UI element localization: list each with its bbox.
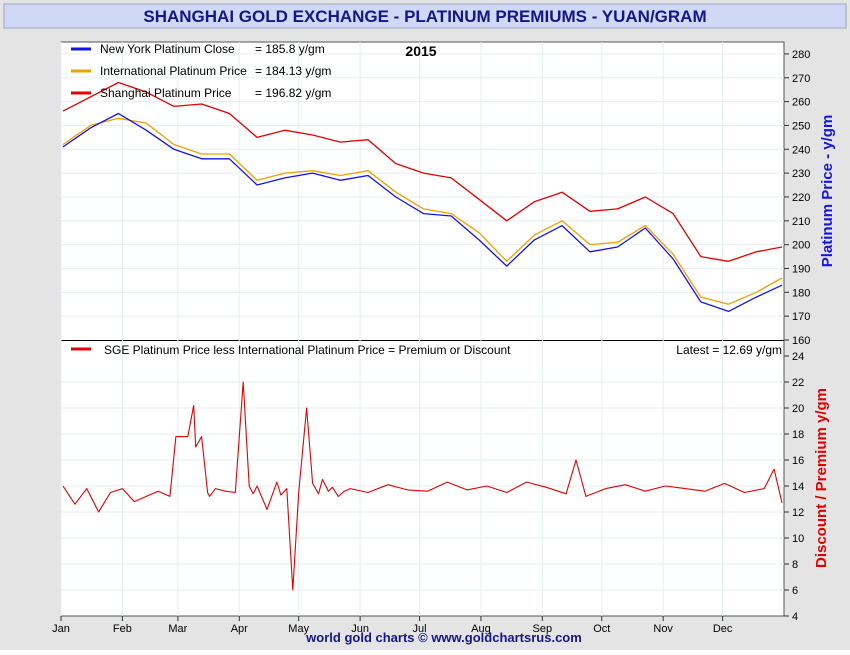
price-y-tick-label: 190 (792, 263, 810, 275)
price-y-tick-label: 230 (792, 168, 810, 180)
y-axis-title-price: Platinum Price - y/gm (819, 115, 836, 268)
price-y-tick-label: 200 (792, 240, 810, 252)
axis-ticks: Jan Feb Mar Apr May Jun Jul Aug Sep Oct Nov Dec 160 1… (52, 49, 810, 635)
price-y-tick-label: 160 (792, 335, 810, 347)
price-y-tick-label: 280 (792, 49, 810, 61)
price-y-tick-label: 250 (792, 120, 810, 132)
premium-y-tick-label: 20 (792, 403, 804, 415)
latest-premium-label: Latest = 12.69 y/gm (676, 343, 782, 357)
price-legend: New York Platinum Close = 185.8 y/gm Int… (71, 42, 331, 100)
premium-y-tick-label: 4 (792, 611, 798, 623)
series-layer (62, 81, 783, 591)
premium-y-tick-label: 6 (792, 585, 798, 597)
x-tick-label: Sep (533, 623, 553, 635)
x-tick-label: Oct (593, 623, 610, 635)
x-tick-label: Mar (168, 623, 187, 635)
premium-y-tick-label: 12 (792, 507, 804, 519)
price-y-tick-label: 220 (792, 192, 810, 204)
year-label: 2015 (405, 43, 436, 59)
premium-y-tick-label: 10 (792, 533, 804, 545)
price-y-tick-label: 210 (792, 216, 810, 228)
chart-title: SHANGHAI GOLD EXCHANGE - PLATINUM PREMIU… (143, 7, 706, 26)
x-tick-label: Dec (713, 623, 733, 635)
x-tick-label: Apr (231, 623, 248, 635)
title-bar (3, 3, 847, 29)
legend-intl-label: International Platinum Price (100, 64, 247, 78)
price-y-tick-label: 170 (792, 311, 810, 323)
premium-y-tick-label: 14 (792, 481, 804, 493)
grid-lines (60, 42, 784, 616)
sge-price-line (62, 81, 783, 262)
x-tick-label: Jul (412, 623, 426, 635)
x-tick-label: Jan (52, 623, 70, 635)
ny-price-line (62, 112, 783, 313)
x-tick-label: Aug (471, 623, 491, 635)
premium-y-tick-label: 18 (792, 429, 804, 441)
legend-ny-value: = 185.8 y/gm (255, 42, 325, 56)
price-y-tick-label: 240 (792, 144, 810, 156)
premium-y-tick-label: 24 (792, 351, 804, 363)
legend-ny-label: New York Platinum Close (100, 42, 235, 56)
premium-y-tick-label: 8 (792, 559, 798, 571)
premium-y-tick-label: 16 (792, 455, 804, 467)
x-tick-label: May (288, 623, 309, 635)
legend-premium-label: SGE Platinum Price less International Pl… (104, 343, 511, 357)
plot-area (60, 41, 785, 617)
y-axis-title-premium: Discount / Premium y/gm (813, 388, 830, 568)
x-tick-label: Nov (653, 623, 673, 635)
premium-y-tick-label: 22 (792, 377, 804, 389)
legend-sge-value: = 196.82 y/gm (255, 86, 331, 100)
price-y-tick-label: 260 (792, 97, 810, 109)
intl-price-line (62, 117, 783, 305)
premium-line (62, 381, 783, 591)
premium-legend: SGE Platinum Price less International Pl… (71, 343, 782, 357)
price-y-tick-label: 270 (792, 73, 810, 85)
price-y-tick-label: 180 (792, 287, 810, 299)
legend-intl-value: = 184.13 y/gm (255, 64, 331, 78)
footer-credit: world gold charts © www.goldchartsrus.co… (305, 630, 582, 645)
x-tick-label: Feb (113, 623, 132, 635)
legend-sge-label: Shanghai Platinum Price (100, 86, 232, 100)
x-tick-label: Jun (351, 623, 369, 635)
